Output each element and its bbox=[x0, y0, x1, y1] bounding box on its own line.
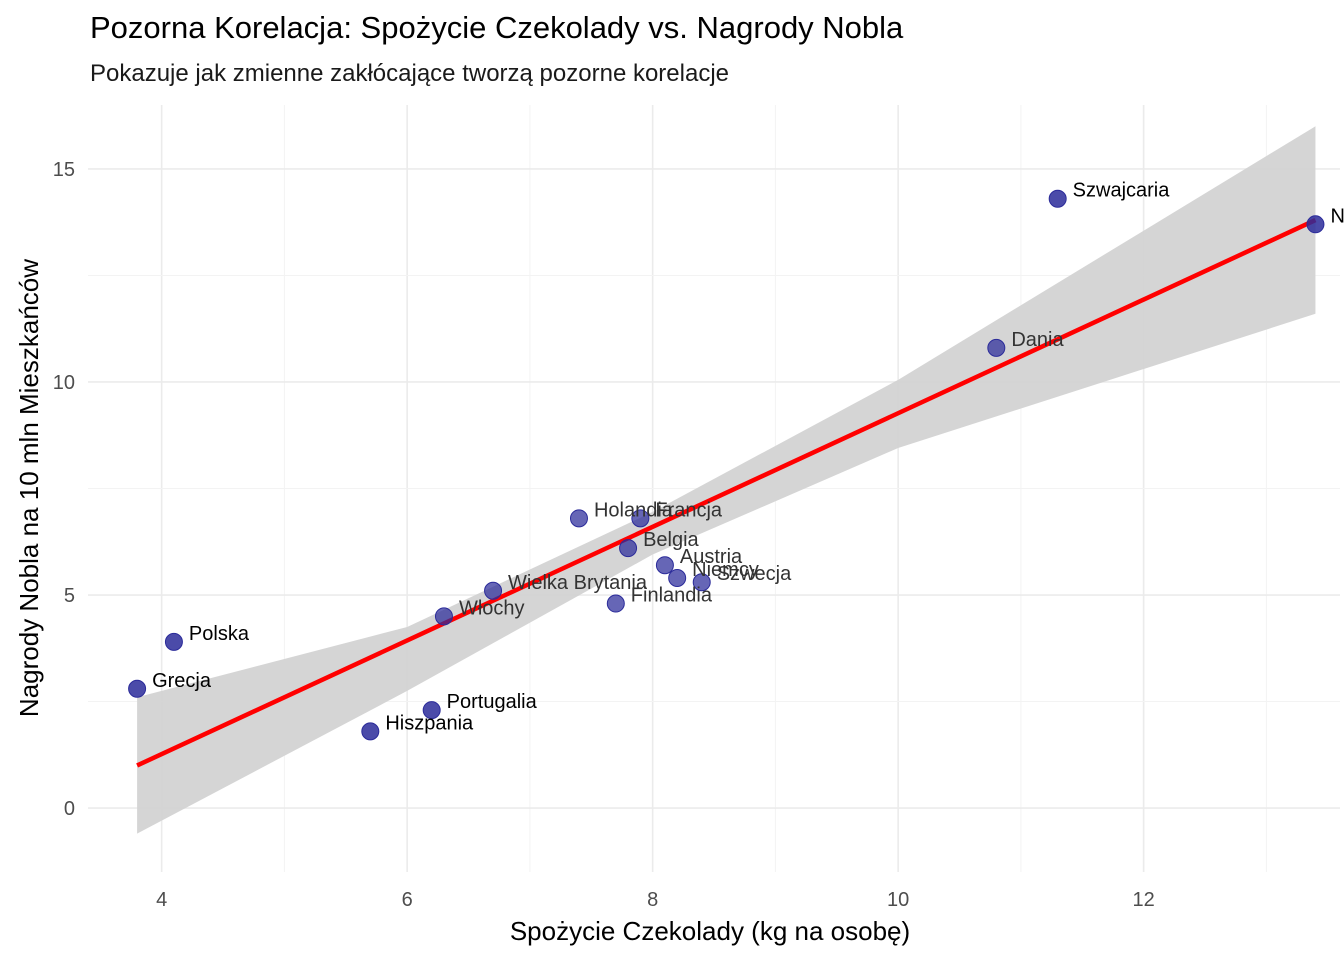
data-point bbox=[655, 556, 674, 575]
confidence-band bbox=[137, 126, 1316, 834]
chart-subtitle: Pokazuje jak zmienne zakłócające tworzą … bbox=[90, 60, 729, 87]
data-point bbox=[569, 509, 588, 528]
data-point bbox=[128, 679, 147, 698]
data-point-label: Francja bbox=[655, 499, 723, 521]
data-point-label: Holandia bbox=[594, 499, 674, 521]
x-tick-label: 4 bbox=[156, 889, 167, 911]
data-point bbox=[668, 568, 687, 587]
x-tick-label: 8 bbox=[647, 889, 658, 911]
data-point bbox=[606, 594, 625, 613]
data-point-label: Finlandia bbox=[631, 585, 713, 607]
trend-line-layer bbox=[136, 218, 1317, 768]
x-tick-label: 10 bbox=[887, 889, 909, 911]
data-point-label: Włochy bbox=[459, 597, 525, 619]
data-point-label: Hiszpania bbox=[385, 712, 474, 734]
chart-title: Pozorna Korelacja: Spożycie Czekolady vs… bbox=[90, 10, 904, 45]
y-tick-label: 10 bbox=[53, 372, 75, 394]
y-axis-title: Nagrody Nobla na 10 mln Mieszkańców bbox=[14, 259, 44, 717]
confidence-band-layer bbox=[137, 126, 1316, 834]
axis-ticks: 4 6 8 10 12 0 5 10 15 bbox=[53, 159, 1155, 911]
data-point-label: Austria bbox=[680, 546, 743, 568]
x-axis-title: Spożycie Czekolady (kg na osobę) bbox=[510, 916, 910, 946]
data-point bbox=[619, 539, 638, 558]
y-tick-label: 15 bbox=[53, 159, 75, 181]
data-point-label: Nor bbox=[1330, 205, 1344, 227]
data-point bbox=[164, 632, 183, 651]
data-point bbox=[434, 607, 453, 626]
data-point bbox=[361, 722, 380, 741]
data-point-label: Szwecja bbox=[717, 563, 792, 585]
trend-line bbox=[136, 218, 1317, 768]
data-point bbox=[1306, 215, 1325, 234]
data-point bbox=[484, 581, 503, 600]
data-point bbox=[422, 701, 441, 720]
data-point-label: Niemcy bbox=[692, 559, 759, 581]
y-tick-label: 5 bbox=[64, 585, 75, 607]
data-point-label: Belgia bbox=[643, 529, 699, 551]
x-tick-label: 6 bbox=[402, 889, 413, 911]
data-point-label: Portugalia bbox=[447, 691, 538, 713]
data-point bbox=[987, 338, 1006, 357]
data-point bbox=[631, 509, 650, 528]
data-point bbox=[692, 573, 711, 592]
data-point-label: Wielka Brytania bbox=[508, 572, 648, 594]
data-point-label: Grecja bbox=[152, 670, 212, 692]
data-point bbox=[1048, 189, 1067, 208]
data-point-label: Szwajcaria bbox=[1073, 180, 1171, 202]
data-point-label: Dania bbox=[1011, 329, 1064, 351]
data-point-label: Polska bbox=[189, 623, 250, 645]
data-points bbox=[128, 189, 1325, 741]
x-tick-label: 12 bbox=[1132, 889, 1154, 911]
y-tick-label: 0 bbox=[64, 798, 75, 820]
